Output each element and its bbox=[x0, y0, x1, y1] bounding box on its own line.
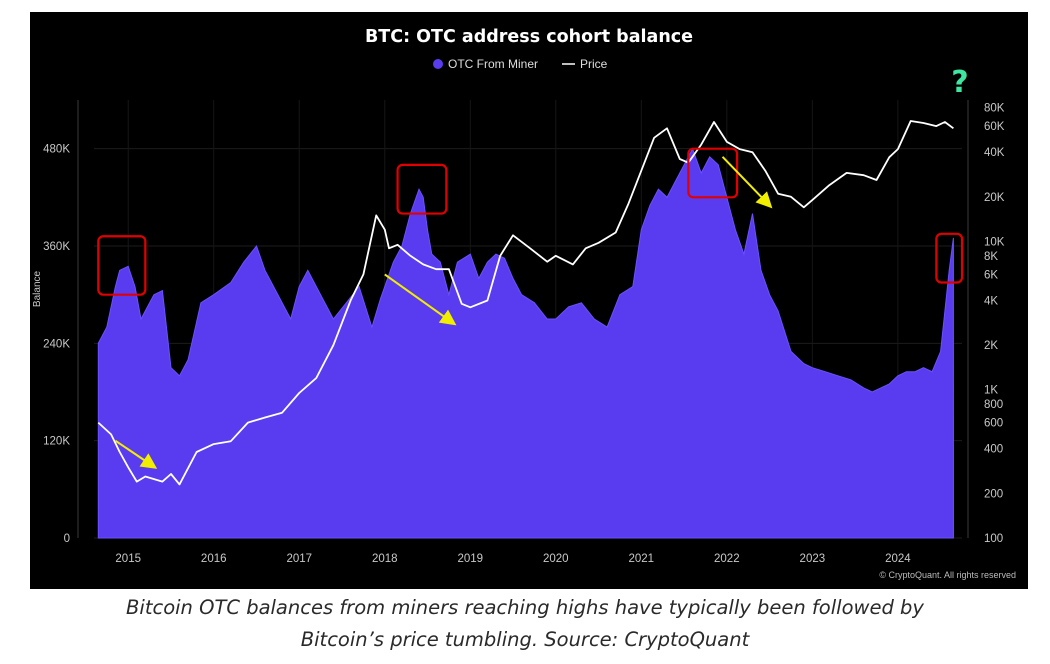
question-mark-annotation: ? bbox=[951, 65, 968, 100]
right-tick-label: 100 bbox=[984, 533, 1003, 545]
legend-label-price: Price bbox=[580, 57, 608, 71]
chart-svg: 0 120K 240K 360K 480K 2015 2016 2017 2018 2019 202… bbox=[32, 27, 1016, 580]
right-tick-label: 6K bbox=[984, 269, 998, 281]
annotations bbox=[97, 147, 964, 469]
chart-figure: 0 120K 240K 360K 480K 2015 2016 2017 2018 2019 202… bbox=[30, 12, 1028, 589]
x-tick-label: 2017 bbox=[286, 553, 312, 565]
x-tick-label: 2021 bbox=[629, 553, 655, 565]
x-tick-label: 2015 bbox=[115, 553, 141, 565]
right-tick-label: 80K bbox=[984, 103, 1005, 115]
source-credit: © CryptoQuant. All rights reserved bbox=[879, 570, 1016, 580]
annotation-arrow bbox=[384, 273, 457, 326]
series-line-price bbox=[97, 120, 954, 486]
chart-title: BTC: OTC address cohort balance bbox=[365, 27, 693, 47]
legend-dot-otc bbox=[433, 59, 443, 69]
caption-line-1: Bitcoin OTC balances from miners reachin… bbox=[126, 596, 924, 619]
price-layer bbox=[97, 120, 954, 486]
right-tick-label: 200 bbox=[984, 488, 1003, 500]
left-tick-label: 240K bbox=[43, 338, 70, 350]
legend: OTC From Miner Price bbox=[433, 57, 608, 71]
y-axis-label-left: Balance bbox=[32, 270, 43, 307]
annotation-box bbox=[396, 163, 448, 215]
figure-caption: Bitcoin OTC balances from miners reachin… bbox=[0, 592, 1050, 656]
x-tick-label: 2018 bbox=[372, 553, 398, 565]
right-tick-label: 20K bbox=[984, 192, 1005, 204]
right-tick-label: 40K bbox=[984, 147, 1005, 159]
series-area-otc-from-miner bbox=[97, 147, 954, 539]
right-tick-label: 10K bbox=[984, 236, 1005, 248]
x-tick-label: 2020 bbox=[543, 553, 569, 565]
x-tick-label: 2022 bbox=[714, 553, 740, 565]
right-tick-label: 8K bbox=[984, 251, 998, 263]
left-tick-label: 120K bbox=[43, 436, 70, 448]
axes: 0 120K 240K 360K 480K 2015 2016 2017 2018 2019 202… bbox=[43, 100, 1005, 565]
left-tick-label: 0 bbox=[64, 533, 70, 545]
annotation-arrow bbox=[114, 439, 158, 469]
caption-line-2: Bitcoin’s price tumbling. Source: Crypto… bbox=[300, 628, 750, 651]
right-tick-label: 800 bbox=[984, 399, 1003, 411]
right-tick-label: 400 bbox=[984, 444, 1003, 456]
legend-label-otc: OTC From Miner bbox=[448, 57, 538, 71]
right-tick-label: 4K bbox=[984, 295, 998, 307]
right-tick-label: 600 bbox=[984, 418, 1003, 430]
x-tick-label: 2016 bbox=[201, 553, 227, 565]
area-layer bbox=[97, 147, 954, 539]
x-tick-label: 2023 bbox=[800, 553, 826, 565]
x-tick-label: 2024 bbox=[885, 553, 911, 565]
left-tick-label: 480K bbox=[43, 144, 70, 156]
annotation-arrow bbox=[721, 156, 773, 209]
right-tick-label: 1K bbox=[984, 385, 998, 397]
annotation-box bbox=[97, 235, 147, 296]
annotation-box bbox=[935, 232, 964, 284]
x-tick-label: 2019 bbox=[457, 553, 483, 565]
right-tick-label: 60K bbox=[984, 121, 1005, 133]
left-tick-label: 360K bbox=[43, 241, 70, 253]
right-tick-label: 2K bbox=[984, 340, 998, 352]
